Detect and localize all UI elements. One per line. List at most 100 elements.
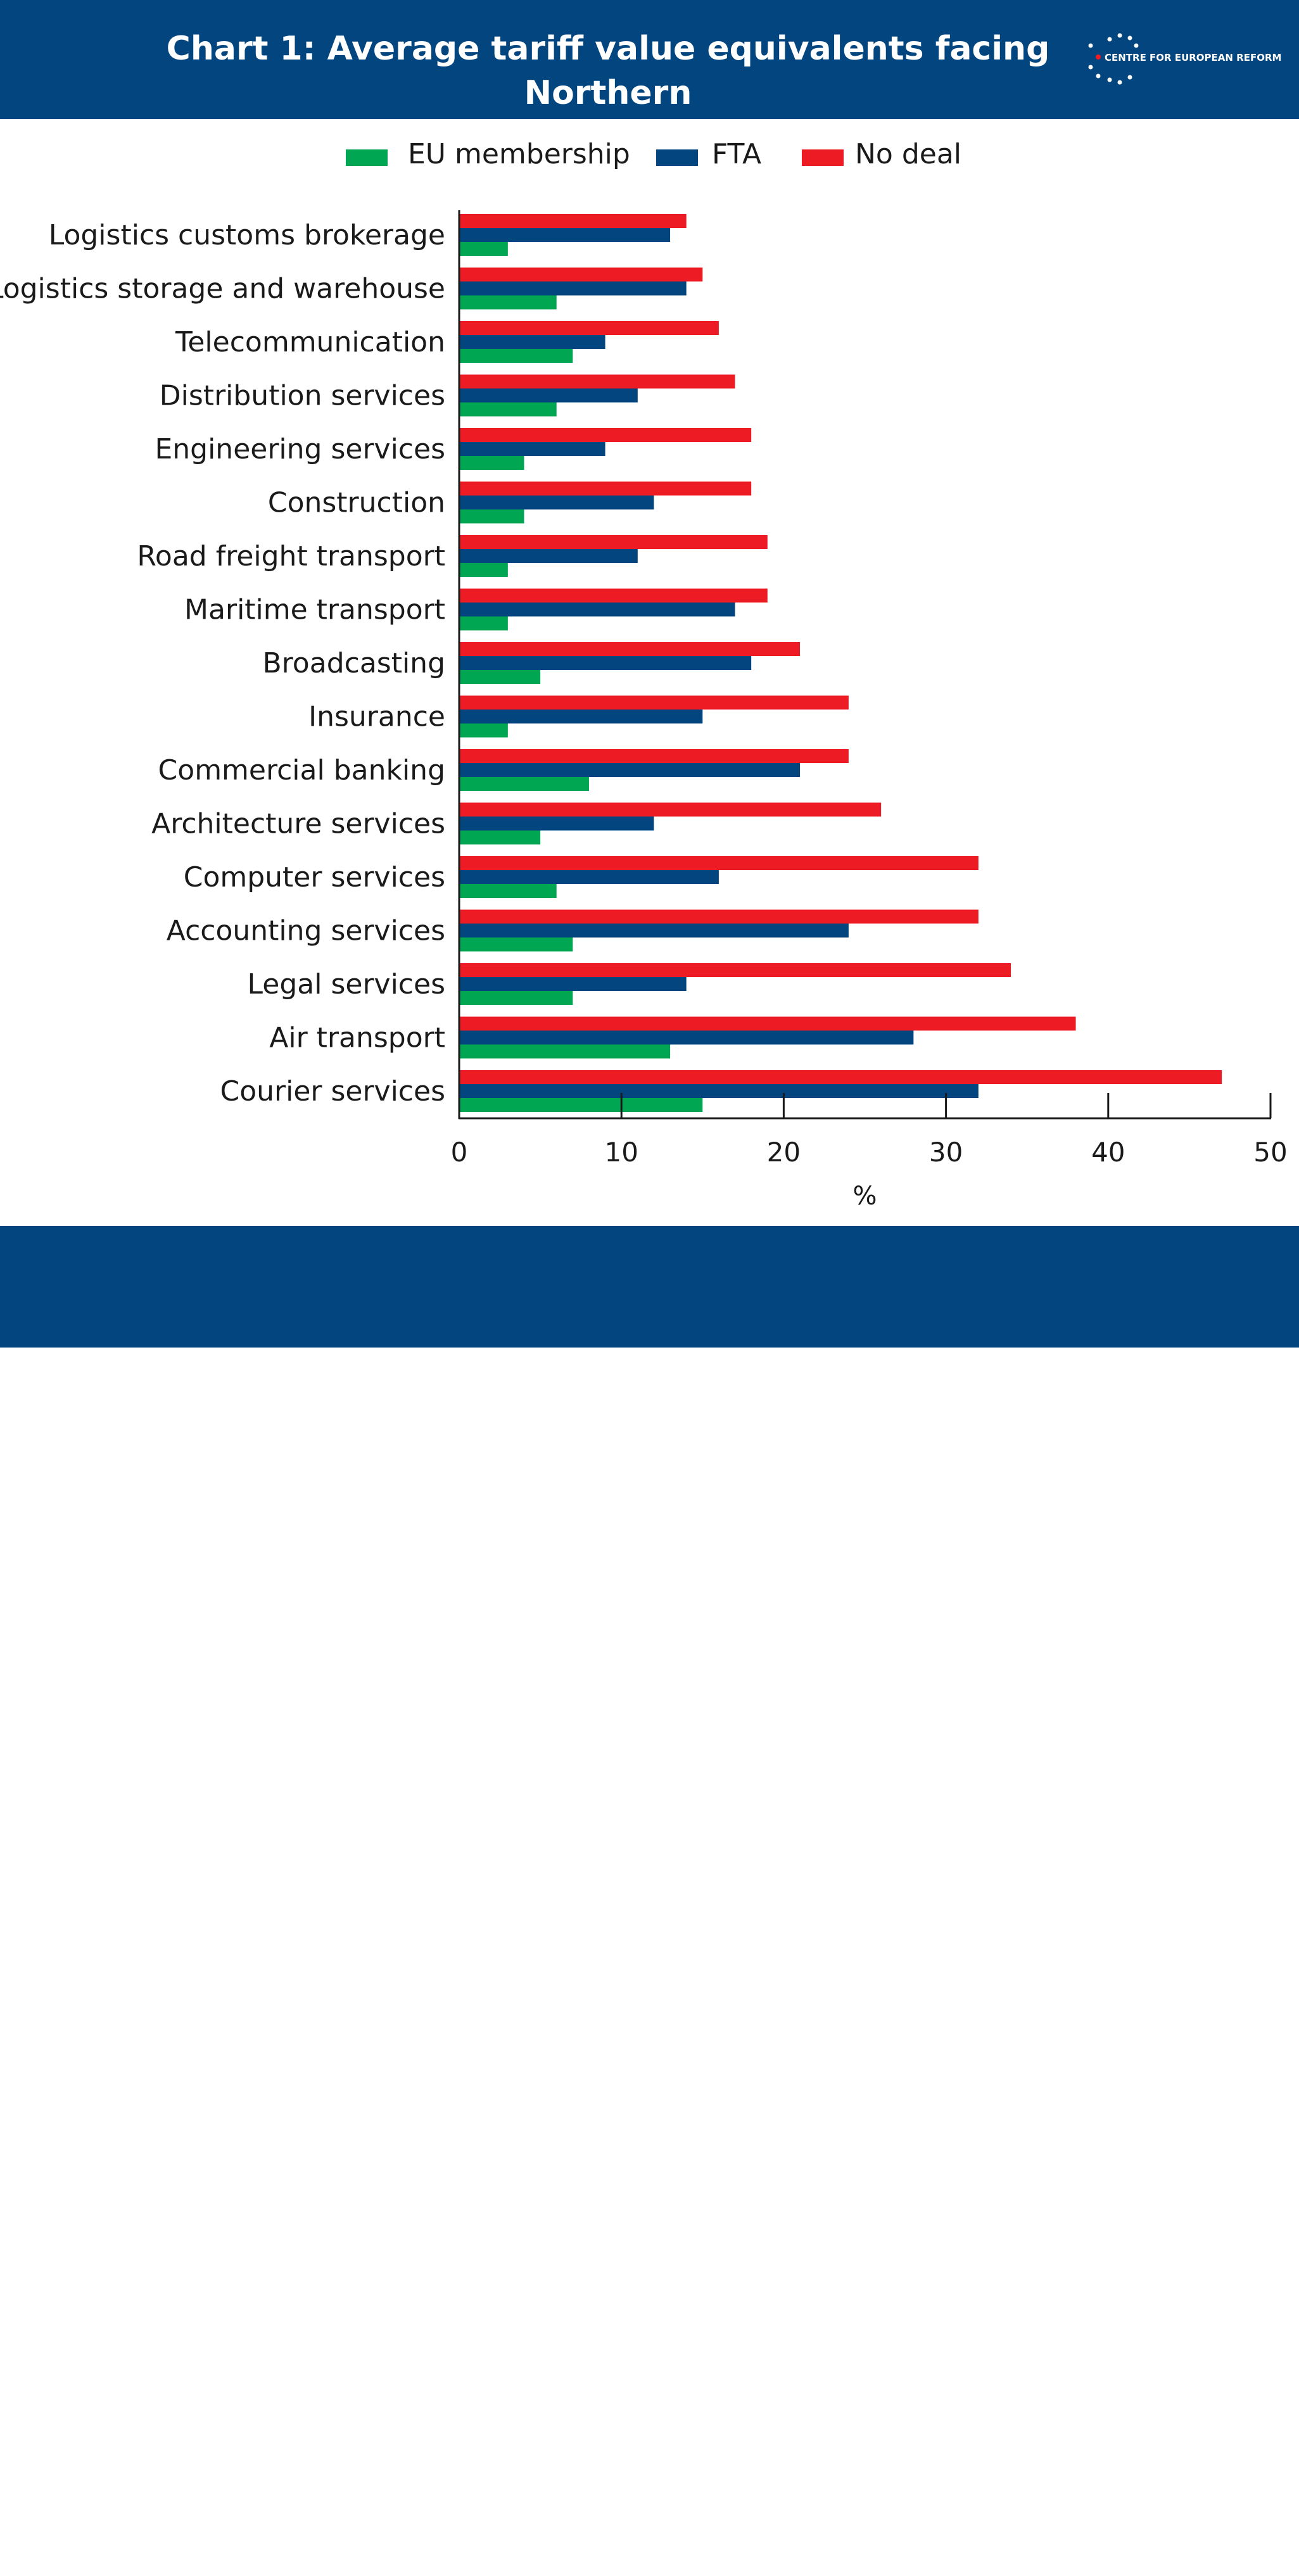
category-label: Courier services <box>220 1075 445 1108</box>
bar-eu-membership <box>459 349 573 363</box>
cer-logo-red-star-icon <box>1096 54 1101 60</box>
logo-star-icon <box>1088 43 1093 48</box>
category-label: Telecommunication <box>175 326 445 358</box>
chart-title-line2: Ireland services exporters, EU membershi… <box>161 118 1055 201</box>
bar-fta <box>459 977 687 991</box>
bar-no-deal <box>459 1016 1076 1031</box>
bar-fta <box>459 709 703 724</box>
bar-eu-membership <box>459 937 573 952</box>
legend-label-eu: EU membership <box>408 138 630 170</box>
bar-eu-membership <box>459 723 508 738</box>
x-tick-label: 0 <box>451 1137 468 1168</box>
category-label: Broadcasting <box>263 647 446 679</box>
logo-star-icon <box>1127 35 1132 41</box>
bar-no-deal <box>459 963 1011 977</box>
cer-logo-text: CENTRE FOR EUROPEAN REFORM <box>1105 52 1282 63</box>
bar-no-deal <box>459 642 801 656</box>
bar-fta <box>459 602 735 617</box>
bar-no-deal <box>459 214 687 228</box>
x-axis-label: % <box>852 1182 877 1211</box>
bar-eu-membership <box>459 295 557 310</box>
bar-fta <box>459 442 605 456</box>
cer-logo-stars-icon <box>1088 33 1139 85</box>
legend-swatch-fta <box>656 149 698 166</box>
bar-fta <box>459 1084 979 1098</box>
bar-eu-membership <box>459 402 557 417</box>
bar-no-deal <box>459 802 882 817</box>
category-label: Road freight transport <box>137 540 445 572</box>
bar-eu-membership <box>459 670 541 684</box>
x-tick-label: 50 <box>1253 1137 1287 1168</box>
bar-eu-membership <box>459 456 524 470</box>
chart-legend: EU membership FTA No deal <box>0 136 1299 174</box>
category-label: Air transport <box>269 1022 445 1054</box>
bar-fta <box>459 281 687 296</box>
chart-title-line1: Chart 1: Average tariff value equivalent… <box>166 30 1050 112</box>
chart-title: Chart 1: Average tariff value equivalent… <box>127 27 1089 204</box>
logo-star-icon <box>1134 43 1139 48</box>
logo-star-icon <box>1096 73 1101 79</box>
category-label: Logistics customs brokerage <box>49 219 445 251</box>
bar-fta <box>459 923 849 938</box>
bar-chart: Logistics customs brokerage Logistics sto… <box>0 210 1288 1211</box>
bar-eu-membership <box>459 563 508 577</box>
bar-fta <box>459 816 654 831</box>
category-label: Computer services <box>184 861 445 893</box>
bar-no-deal <box>459 695 849 710</box>
category-label: Engineering services <box>155 433 445 465</box>
category-label: Distribution services <box>160 380 445 412</box>
source-line1: Source: EU Exit and Impacts on Northern … <box>43 2487 1255 2543</box>
logo-star-icon <box>1127 75 1132 80</box>
bar-eu-membership <box>459 1044 671 1059</box>
category-label: Architecture services <box>151 808 445 840</box>
legend-label-fta: FTA <box>712 138 762 170</box>
logo-star-icon <box>1117 33 1122 38</box>
bar-fta <box>459 335 605 349</box>
bar-eu-membership <box>459 830 541 845</box>
bar-fta <box>459 549 638 563</box>
logo-star-icon <box>1107 77 1112 82</box>
bar-eu-membership <box>459 777 589 791</box>
x-tick-label: 30 <box>929 1137 963 1168</box>
legend-label-no-deal: No deal <box>855 138 962 170</box>
x-tick-label: 20 <box>767 1137 801 1168</box>
bar-fta <box>459 656 752 670</box>
bar-no-deal <box>459 374 735 389</box>
bar-no-deal <box>459 588 768 603</box>
category-label: Commercial banking <box>158 754 445 786</box>
category-label: Insurance <box>308 701 445 733</box>
bar-no-deal <box>459 481 752 496</box>
category-label: Logistics storage and warehouse <box>0 273 445 305</box>
bar-no-deal <box>459 535 768 549</box>
category-label: Maritime transport <box>184 594 445 626</box>
bar-fta <box>459 763 801 777</box>
bar-no-deal <box>459 749 849 763</box>
bar-eu-membership <box>459 991 573 1005</box>
legend-swatch-eu <box>346 149 388 166</box>
source-banner: Source: EU Exit and Impacts on Northern … <box>0 1226 1299 2573</box>
logo-star-icon <box>1107 37 1112 42</box>
logo-star-icon <box>1088 65 1093 70</box>
title-banner: Chart 1: Average tariff value equivalent… <box>0 0 1299 201</box>
x-tick-label: 40 <box>1091 1137 1125 1168</box>
bar-eu-membership <box>459 509 524 524</box>
bar-no-deal <box>459 1070 1222 1084</box>
source-line2: Ben Shepherd, Developing Trade Consultan… <box>43 2548 608 2573</box>
source-note: Source: EU Exit and Impacts on Northern … <box>43 2485 1272 2576</box>
x-tick-label: 10 <box>604 1137 638 1168</box>
bar-no-deal <box>459 428 752 442</box>
bar-eu-membership <box>459 884 557 898</box>
bar-fta <box>459 388 638 403</box>
legend-swatch-no-deal <box>802 149 844 166</box>
bar-no-deal <box>459 321 719 335</box>
category-label: Accounting services <box>167 915 445 947</box>
bar-no-deal <box>459 909 979 924</box>
bar-fta <box>459 1030 914 1045</box>
category-label: Construction <box>268 487 445 519</box>
category-label: Legal services <box>248 968 445 1001</box>
bar-fta <box>459 228 671 242</box>
bar-eu-membership <box>459 616 508 631</box>
logo-star-icon <box>1117 80 1122 85</box>
bar-eu-membership <box>459 1098 703 1112</box>
bar-no-deal <box>459 267 703 282</box>
